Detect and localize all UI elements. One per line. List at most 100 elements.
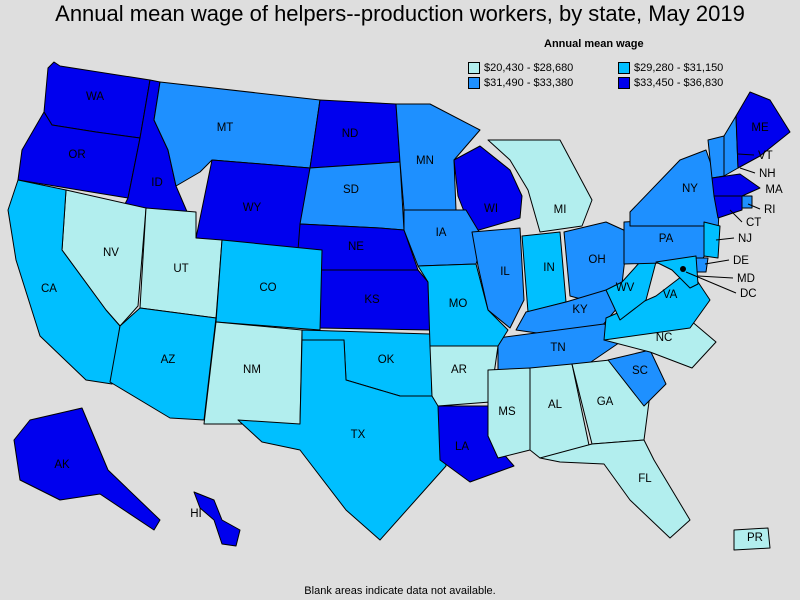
- legend-swatch: [618, 77, 630, 89]
- state-md[interactable]: [655, 255, 699, 289]
- state-label-la: LA: [455, 441, 469, 453]
- state-il[interactable]: [471, 227, 525, 329]
- leader-line-de: [704, 259, 730, 265]
- state-label-sd: SD: [343, 184, 359, 196]
- state-ny[interactable]: [629, 149, 721, 233]
- leader-line-vt: [737, 153, 755, 156]
- state-label-md: MD: [737, 273, 755, 285]
- state-label-nj: NJ: [738, 233, 752, 245]
- state-label-mn: MN: [416, 155, 434, 167]
- state-hi[interactable]: [193, 491, 241, 547]
- state-label-nd: ND: [342, 128, 359, 140]
- state-label-il: IL: [500, 266, 510, 278]
- state-label-oh: OH: [588, 254, 605, 266]
- state-label-ne: NE: [348, 241, 364, 253]
- state-label-al: AL: [548, 399, 563, 411]
- state-ky[interactable]: [515, 289, 625, 335]
- state-label-az: AZ: [161, 354, 176, 366]
- state-label-wa: WA: [86, 91, 104, 103]
- state-label-ok: OK: [378, 354, 395, 366]
- dc-marker: [680, 266, 686, 272]
- legend-item-b4: $33,450 - $36,830: [618, 77, 748, 89]
- state-pr[interactable]: [733, 527, 771, 551]
- state-ar[interactable]: [429, 345, 499, 407]
- state-label-ky: KY: [572, 304, 588, 316]
- state-label-in: IN: [543, 262, 555, 274]
- state-mi[interactable]: [487, 139, 593, 233]
- state-label-nv: NV: [103, 247, 119, 259]
- state-label-de: DE: [733, 255, 749, 267]
- footnote: Blank areas indicate data not available.: [304, 585, 496, 597]
- legend-item-b3: $31,490 - $33,380: [468, 77, 618, 89]
- state-mn[interactable]: [395, 103, 481, 211]
- legend-label: $20,430 - $28,680: [484, 62, 574, 74]
- state-label-co: CO: [259, 282, 276, 294]
- state-label-wi: WI: [484, 203, 498, 215]
- state-ri[interactable]: [741, 195, 753, 209]
- leader-line-nj: [715, 237, 735, 241]
- map-title: Annual mean wage of helpers--production …: [55, 1, 745, 26]
- state-mo[interactable]: [417, 263, 509, 347]
- state-de[interactable]: [695, 257, 709, 273]
- state-ms[interactable]: [487, 367, 531, 459]
- state-va[interactable]: [603, 269, 711, 341]
- state-label-or: OR: [68, 149, 85, 161]
- state-label-vt: VT: [758, 150, 773, 162]
- state-label-nm: NM: [243, 364, 261, 376]
- state-label-ga: GA: [597, 396, 614, 408]
- state-wi[interactable]: [453, 145, 523, 233]
- legend: Annual mean wage $20,430 - $28,680 $29,2…: [468, 38, 723, 89]
- state-ca[interactable]: [7, 179, 121, 385]
- leader-line-nh: [739, 167, 756, 174]
- state-label-ms: MS: [498, 406, 516, 418]
- state-label-sc: SC: [632, 365, 648, 377]
- state-label-ma: MA: [765, 184, 783, 196]
- state-label-ny: NY: [682, 183, 698, 195]
- state-label-nc: NC: [656, 332, 673, 344]
- state-label-pa: PA: [659, 233, 674, 245]
- state-label-fl: FL: [638, 473, 652, 485]
- legend-label: $31,490 - $33,380: [484, 77, 574, 89]
- state-label-hi: HI: [190, 508, 202, 520]
- state-label-pr: PR: [747, 532, 763, 544]
- state-label-ca: CA: [41, 283, 57, 295]
- state-label-tx: TX: [351, 429, 366, 441]
- legend-label: $33,450 - $36,830: [634, 77, 724, 89]
- state-label-ar: AR: [451, 364, 467, 376]
- state-label-nh: NH: [759, 168, 776, 180]
- state-nj[interactable]: [703, 221, 721, 259]
- legend-title: Annual mean wage: [544, 38, 644, 50]
- legend-item-b2: $29,280 - $31,150: [618, 62, 748, 74]
- legend-swatch: [618, 62, 630, 74]
- state-label-mt: MT: [217, 122, 234, 134]
- state-tx[interactable]: [237, 339, 447, 541]
- state-label-tn: TN: [550, 342, 565, 354]
- state-label-ut: UT: [173, 263, 188, 275]
- state-label-wv: WV: [616, 282, 635, 294]
- state-label-id: ID: [151, 177, 163, 189]
- leader-line-ct: [729, 209, 743, 223]
- state-ct[interactable]: [713, 195, 743, 219]
- state-tn[interactable]: [497, 323, 633, 373]
- state-label-ia: IA: [436, 227, 447, 239]
- state-label-va: VA: [663, 289, 678, 301]
- state-label-mo: MO: [449, 298, 468, 310]
- state-ak[interactable]: [13, 407, 161, 531]
- state-co[interactable]: [215, 239, 323, 331]
- state-label-dc: DC: [740, 288, 757, 300]
- leader-line-dc: [685, 271, 737, 294]
- state-label-wy: WY: [243, 202, 262, 214]
- state-label-ct: CT: [746, 217, 761, 229]
- leader-line-ri: [747, 203, 761, 210]
- state-me[interactable]: [735, 91, 791, 169]
- state-label-ks: KS: [364, 294, 380, 306]
- state-label-mi: MI: [554, 204, 567, 216]
- state-label-ak: AK: [54, 459, 70, 471]
- state-fl[interactable]: [539, 439, 691, 539]
- state-sc[interactable]: [607, 349, 667, 407]
- state-sd[interactable]: [299, 161, 405, 231]
- state-label-ri: RI: [764, 204, 776, 216]
- state-ma[interactable]: [711, 173, 761, 197]
- legend-item-b1: $20,430 - $28,680: [468, 62, 618, 74]
